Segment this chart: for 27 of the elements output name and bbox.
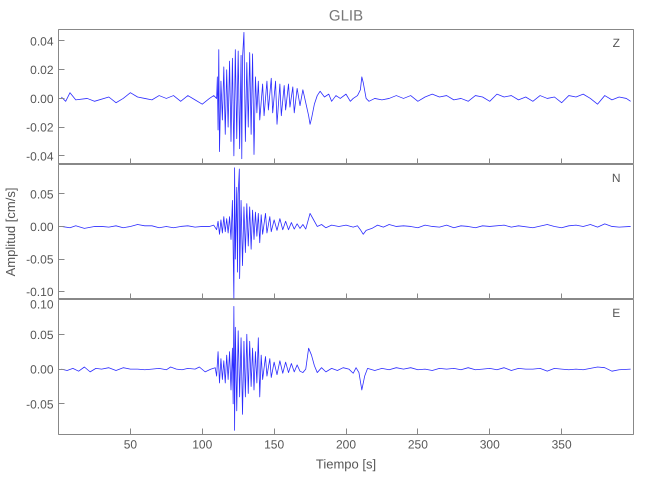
y-tick-label: 0.04	[30, 34, 54, 48]
annotation: N	[612, 170, 621, 185]
annotation: E	[612, 306, 620, 320]
y-tick-label: 0.05	[30, 187, 54, 202]
x-axis-title: Tiempo [s]	[316, 456, 376, 472]
y-tick-label: -0.04	[26, 149, 54, 164]
y-tick-label: -0.05	[26, 252, 54, 267]
chart-title: GLIB	[328, 8, 364, 24]
y-tick-label: -0.02	[26, 120, 54, 135]
x-tick-label: 300	[480, 438, 500, 452]
x-tick-label: 200	[336, 438, 356, 452]
y-tick-label: 0.00	[30, 362, 54, 377]
x-tick-label: 250	[408, 438, 428, 452]
y-tick-label: -0.10	[26, 285, 54, 300]
y-tick-label: -0.05	[26, 397, 54, 412]
y-tick-label: 0.05	[30, 328, 54, 342]
x-tick-label: 150	[264, 438, 284, 452]
x-tick-label: 50	[124, 438, 138, 452]
y-axis-title: Amplitud [cm/s]	[3, 188, 18, 276]
x-tick-label: 350	[552, 438, 572, 452]
annotation: Z	[612, 36, 620, 50]
y-tick-label: 0.02	[30, 63, 54, 78]
y-tick-label: 0.00	[30, 220, 54, 234]
y-tick-label: 0.00	[30, 92, 54, 106]
x-tick-label: 100	[192, 438, 213, 452]
y-tick-label: 0.10	[30, 298, 54, 312]
line-series	[60, 32, 632, 160]
